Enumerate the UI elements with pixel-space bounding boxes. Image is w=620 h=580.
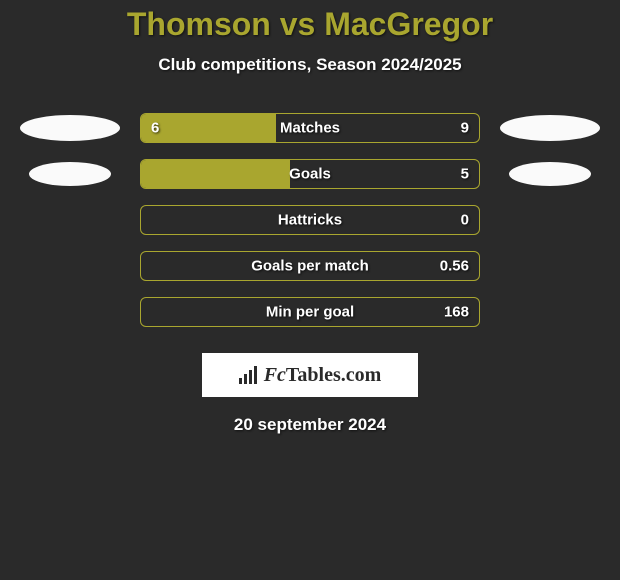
stat-row: Hattricks 0 bbox=[0, 197, 620, 243]
stat-row: 6 Matches 9 bbox=[0, 105, 620, 151]
stat-label: Min per goal bbox=[266, 304, 354, 321]
bar-fill-left bbox=[141, 114, 276, 142]
comparison-card: Thomson vs MacGregor Club competitions, … bbox=[0, 0, 620, 435]
date-line: 20 september 2024 bbox=[0, 415, 620, 435]
stat-row: Min per goal 168 bbox=[0, 289, 620, 335]
stat-bar: Goals 5 bbox=[140, 159, 480, 189]
stat-row: Goals 5 bbox=[0, 151, 620, 197]
page-subtitle: Club competitions, Season 2024/2025 bbox=[0, 55, 620, 75]
team-badge-left bbox=[29, 162, 111, 186]
team-badge-left bbox=[20, 115, 120, 141]
logo-text-fc: Fc bbox=[264, 364, 286, 387]
stat-bar: 6 Matches 9 bbox=[140, 113, 480, 143]
team-badge-right bbox=[500, 115, 600, 141]
stat-bar: Hattricks 0 bbox=[140, 205, 480, 235]
stat-bar: Min per goal 168 bbox=[140, 297, 480, 327]
bar-fill-left bbox=[141, 160, 290, 188]
logo-text: FcTables.com bbox=[264, 364, 382, 387]
stat-value-right: 168 bbox=[444, 304, 469, 321]
stat-bar: Goals per match 0.56 bbox=[140, 251, 480, 281]
team-badge-right bbox=[509, 162, 591, 186]
stat-label: Goals per match bbox=[251, 258, 369, 275]
stat-label: Goals bbox=[289, 166, 331, 183]
stat-value-right: 5 bbox=[461, 166, 469, 183]
logo-text-tables: Tables.com bbox=[286, 364, 381, 387]
bar-chart-icon bbox=[239, 366, 257, 384]
stat-label: Hattricks bbox=[278, 212, 342, 229]
stat-value-right: 0.56 bbox=[440, 258, 469, 275]
stat-value-left: 6 bbox=[151, 120, 159, 137]
page-title: Thomson vs MacGregor bbox=[0, 6, 620, 43]
stat-rows: 6 Matches 9 Goals 5 Hattricks 0 Goals per match… bbox=[0, 105, 620, 335]
stat-label: Matches bbox=[280, 120, 340, 137]
fctables-logo[interactable]: FcTables.com bbox=[202, 353, 418, 397]
stat-value-right: 0 bbox=[461, 212, 469, 229]
stat-value-right: 9 bbox=[461, 120, 469, 137]
stat-row: Goals per match 0.56 bbox=[0, 243, 620, 289]
